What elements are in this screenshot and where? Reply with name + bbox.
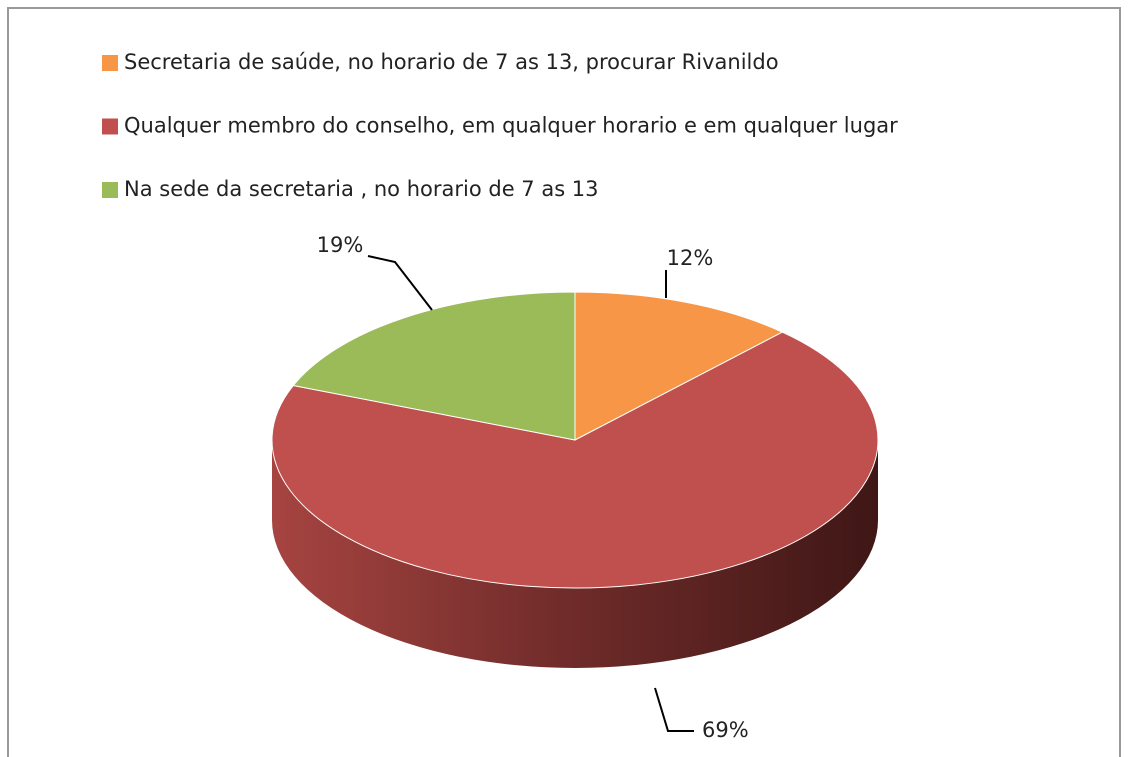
leader-line [367,255,433,311]
data-label: 12% [667,246,714,270]
data-label: 69% [702,718,749,742]
legend-label: Secretaria de saúde, no horario de 7 as … [124,50,779,74]
legend-label: Qualquer membro do conselho, em qualquer… [124,114,898,138]
slice [574,291,784,441]
legend-swatch [102,55,118,71]
leader-line [654,687,694,732]
slice [292,291,576,441]
legend-label: Na sede da secretaria , no horario de 7 … [124,177,599,201]
data-label: 19% [317,233,364,257]
legend-swatch [102,182,118,198]
slice-side [272,440,878,668]
legend-swatch [102,118,118,135]
slice [271,331,879,589]
